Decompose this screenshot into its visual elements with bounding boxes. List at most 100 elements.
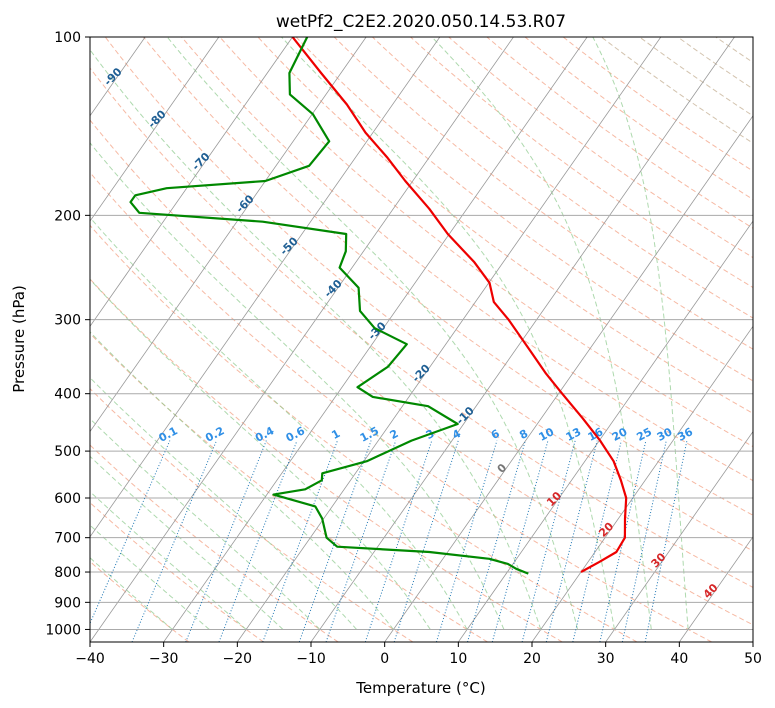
dry-adiabat-line bbox=[104, 37, 753, 552]
mixing-ratio-line bbox=[521, 440, 576, 642]
x-axis-label: Temperature (°C) bbox=[355, 679, 485, 697]
moist-adiabat-line bbox=[90, 216, 468, 630]
mixing-ratio-line bbox=[325, 440, 397, 642]
dry-adiabat-line bbox=[90, 332, 488, 642]
dry-adiabat-line bbox=[143, 37, 753, 516]
isotherm-line bbox=[679, 536, 753, 642]
mixing-ratio-line bbox=[467, 440, 526, 642]
mixing-ratio-line bbox=[435, 440, 498, 642]
dry-adiabat-line bbox=[754, 37, 775, 642]
isotherm-line bbox=[384, 115, 753, 642]
dry-adiabat-line bbox=[486, 37, 753, 229]
y-tick-label: 100 bbox=[54, 30, 81, 46]
moist-adiabat-line bbox=[592, 37, 689, 630]
isotherm-label: -20 bbox=[410, 362, 433, 385]
dry-adiabat-line bbox=[90, 387, 414, 642]
dry-adiabat-line bbox=[90, 444, 339, 642]
chart-title: wetPf2_C2E2.2020.050.14.53.R07 bbox=[276, 12, 566, 32]
moist-adiabat-line bbox=[90, 490, 247, 630]
dry-adiabat-line bbox=[90, 119, 753, 626]
isotherm-label: -60 bbox=[233, 192, 256, 215]
mixing-ratio-label: 10 bbox=[537, 425, 557, 444]
mixing-ratio-line bbox=[185, 440, 267, 642]
dry-adiabat-line bbox=[90, 224, 638, 642]
moist-adiabat-line bbox=[90, 524, 210, 630]
moist-adiabat-line bbox=[166, 37, 579, 630]
y-tick-label: 900 bbox=[54, 595, 81, 611]
isotherm-label: 10 bbox=[544, 489, 564, 509]
x-tick-label: −30 bbox=[149, 651, 179, 667]
moist-adiabat-line bbox=[90, 142, 505, 630]
isotherm-line bbox=[90, 37, 220, 222]
isotherm-line bbox=[458, 220, 753, 642]
isotherm-label: -80 bbox=[145, 107, 168, 130]
moist-adiabat-line bbox=[90, 557, 173, 630]
mixing-ratio-line bbox=[131, 440, 217, 642]
x-tick-label: 40 bbox=[670, 651, 688, 667]
isotherm-line bbox=[90, 37, 514, 642]
moist-adiabat-line bbox=[90, 377, 357, 630]
mixing-ratio-line bbox=[644, 440, 688, 642]
isotherm-line bbox=[90, 37, 367, 433]
mixing-ratio-label: 6 bbox=[489, 427, 502, 442]
dry-adiabat-line bbox=[524, 37, 753, 200]
isotherm-line bbox=[163, 37, 588, 642]
dry-adiabat-line bbox=[295, 37, 753, 382]
mixing-ratio-line bbox=[393, 440, 459, 642]
isotherm-label: -70 bbox=[189, 150, 212, 173]
mixing-ratio-label: 0.1 bbox=[157, 424, 180, 445]
x-tick-label: 10 bbox=[449, 651, 467, 667]
mixing-ratio-label: 20 bbox=[610, 425, 630, 444]
dry-adiabat-line bbox=[257, 37, 753, 414]
x-tick-label: −40 bbox=[75, 651, 105, 667]
mixing-ratio-label: 0.4 bbox=[253, 424, 277, 445]
mixing-ratio-label: 2 bbox=[388, 427, 401, 442]
isotherm-label: 20 bbox=[596, 520, 616, 540]
isotherm-line bbox=[531, 325, 753, 642]
mixing-ratio-label: 1 bbox=[329, 427, 342, 442]
plot-frame bbox=[89, 36, 754, 643]
x-tick-label: −20 bbox=[223, 651, 253, 667]
dry-adiabat-line bbox=[715, 37, 753, 64]
mixing-ratio-label: 25 bbox=[634, 425, 654, 444]
y-tick-label: 600 bbox=[54, 491, 81, 507]
dry-adiabat-line bbox=[90, 278, 563, 642]
dry-adiabat-line bbox=[90, 560, 190, 642]
mixing-ratio-line bbox=[90, 440, 171, 625]
dry-adiabat-line bbox=[410, 37, 753, 289]
dry-adiabat-line bbox=[562, 37, 753, 172]
dry-adiabat-line bbox=[372, 37, 753, 319]
dry-adiabat-line bbox=[90, 171, 712, 642]
mixing-ratio-line bbox=[545, 440, 598, 642]
mixing-ratio-label: 30 bbox=[655, 425, 675, 444]
moist-adiabat-line bbox=[90, 331, 394, 630]
dry-adiabat-line bbox=[600, 37, 753, 144]
plot-area: 0.1 0.2 0.4 0.6 1 1.5 2 3 4 6 8 10 13 16 20 25 30 36-100-… bbox=[90, 37, 775, 642]
mixing-ratio-line bbox=[364, 440, 433, 642]
temperature-profile-line bbox=[291, 37, 628, 573]
isotherm-line bbox=[90, 37, 293, 327]
y-tick-label: 200 bbox=[54, 208, 81, 224]
x-tick-label: 0 bbox=[380, 651, 389, 667]
isotherm-line bbox=[752, 641, 753, 642]
y-tick-label: 500 bbox=[54, 444, 81, 460]
dry-adiabat-line bbox=[90, 501, 264, 642]
mixing-ratio-label: 36 bbox=[675, 425, 695, 444]
x-tick-label: 30 bbox=[597, 651, 615, 667]
x-tick-label: 50 bbox=[744, 651, 762, 667]
y-tick-label: 400 bbox=[54, 387, 81, 403]
dry-adiabat-line bbox=[181, 37, 753, 482]
y-tick-label: 700 bbox=[54, 531, 81, 547]
axes: −40 −30 −20 −10 0 10 20 30 40 5010020030040050060… bbox=[45, 30, 762, 667]
y-axis-label: Pressure (hPa) bbox=[10, 285, 28, 393]
isotherm-label: 40 bbox=[701, 581, 721, 601]
mixing-ratio-line bbox=[621, 440, 667, 642]
moist-adiabat-line bbox=[281, 37, 615, 630]
isotherm-label: 0 bbox=[495, 461, 510, 476]
moist-adiabat-line bbox=[90, 417, 321, 630]
mixing-ratio-label: 13 bbox=[564, 425, 584, 444]
dewpoint-profile-line bbox=[129, 37, 529, 575]
mixing-ratio-line bbox=[218, 440, 298, 642]
y-tick-label: 300 bbox=[54, 313, 81, 329]
